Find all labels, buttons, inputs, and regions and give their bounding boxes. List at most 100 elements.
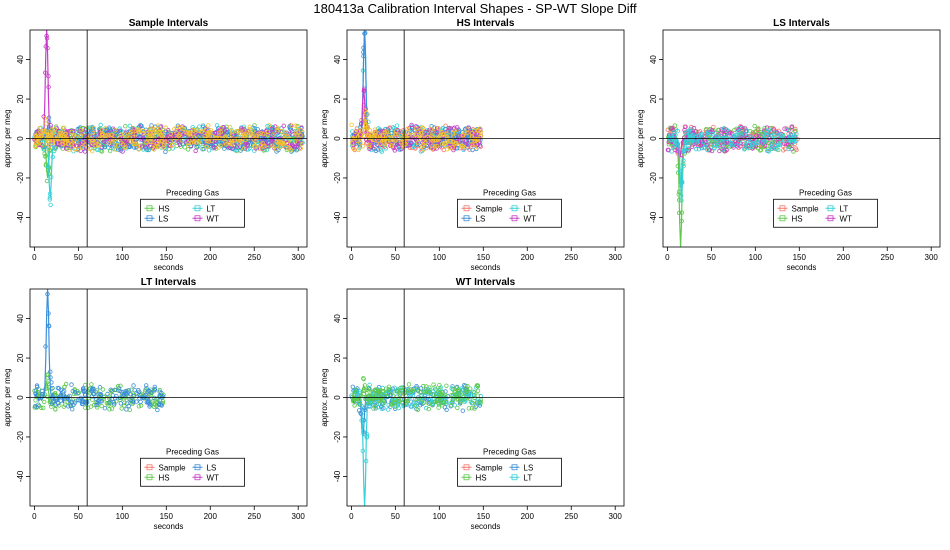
data-point [48,202,53,208]
data-point [47,191,53,196]
data-point [197,124,202,129]
data-point [375,131,381,136]
data-point [361,54,366,59]
data-point [48,375,53,380]
data-point [745,139,750,144]
x-axis-label: seconds [471,522,501,531]
data-point [40,142,45,147]
data-point [683,130,688,136]
data-point [227,124,233,130]
data-point [152,395,157,401]
data-point [151,404,157,410]
legend-swatch-marker [194,464,201,471]
legend-label: WT [207,473,220,482]
data-point [254,135,259,141]
data-point [205,130,210,136]
data-point [39,405,44,410]
legend-label: LT [840,204,849,213]
panel-4: WT Intervals 0 50 100 150 200 250 300 -40 -20 0 20 4… [320,277,625,531]
data-point [140,143,145,149]
data-point [185,143,191,148]
legend-entry-hs: HS [461,473,487,482]
data-point [475,127,481,132]
data-point [430,143,435,148]
data-point [669,126,674,131]
data-point [273,146,279,152]
data-point [122,131,127,137]
x-tick-label: 250 [565,253,579,262]
data-point [793,126,798,132]
data-point [124,401,130,406]
data-point [359,418,364,423]
data-point [142,394,147,399]
data-point [704,141,709,146]
data-point [423,389,428,394]
data-point [34,136,39,142]
data-point [696,146,702,152]
data-point [388,137,393,143]
y-tick-label: 0 [333,136,342,141]
data-point [674,141,680,146]
data-point [362,388,367,393]
data-point [746,145,751,151]
y-axis-label: approx. per meg [3,368,12,426]
data-point [376,389,381,394]
data-point [157,126,163,131]
data-point [378,141,383,146]
data-point [155,140,160,146]
data-point [42,116,47,121]
data-point [371,406,376,411]
data-point [196,140,202,145]
data-point [363,396,368,401]
data-point [421,389,426,394]
data-point [138,399,143,405]
data-point [271,132,276,137]
y-tick-label: -20 [649,172,658,184]
data-point [711,135,717,141]
data-point [744,128,749,133]
data-point [396,398,401,404]
data-point [57,140,62,145]
data-point [449,403,454,408]
data-point [199,131,205,137]
legend-entry-lt: LT [509,473,532,482]
data-point [742,147,747,152]
data-point [94,405,100,410]
data-point [200,146,205,152]
data-point [236,140,242,146]
data-point [275,127,280,133]
data-point [414,387,419,392]
data-point [427,141,432,146]
x-tick-label: 250 [248,253,262,262]
data-point [383,136,388,142]
legend: Preceding Gas Sample LT HS WT [773,188,878,228]
data-point [675,128,680,134]
data-point [676,210,682,215]
data-point [138,134,143,140]
legend-entry-sample: Sample [144,463,186,472]
data-point [752,123,757,129]
data-point [89,148,95,154]
data-point [45,291,50,297]
data-point [698,143,703,149]
data-point [53,406,58,412]
data-point [693,146,699,152]
data-point [68,139,73,144]
data-point [430,402,435,407]
data-point [762,126,767,131]
data-point [792,139,797,144]
data-point [155,143,161,149]
data-point [475,388,481,393]
data-point [462,127,468,132]
legend-entry-wt: WT [509,214,536,223]
data-point [398,385,403,391]
data-point [360,144,365,149]
data-point [62,384,67,390]
data-point [148,139,153,145]
data-point [676,149,681,154]
data-point [40,388,45,394]
legend-box [140,457,245,487]
data-point [193,140,199,145]
data-point [102,406,108,411]
data-point [668,137,674,142]
